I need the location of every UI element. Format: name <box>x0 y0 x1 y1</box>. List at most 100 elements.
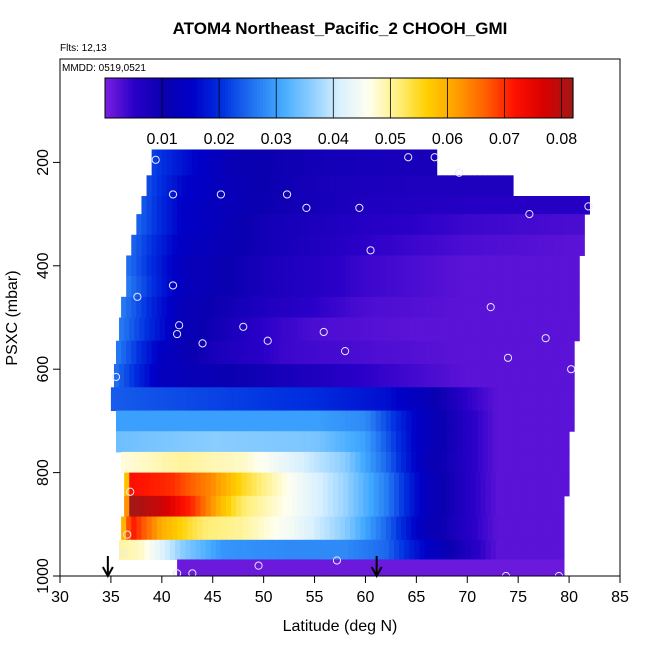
heatmap-cell <box>187 214 193 236</box>
heatmap-cell <box>278 387 285 412</box>
heatmap-cell <box>263 516 270 541</box>
heatmap-cell <box>548 255 555 277</box>
heatmap-cell <box>166 451 173 474</box>
heatmap-cell <box>373 539 380 560</box>
heatmap-cell <box>508 196 514 215</box>
heatmap-cell <box>531 317 538 342</box>
heatmap-cell <box>276 539 283 560</box>
heatmap-cell <box>441 234 448 256</box>
heatmap-cell <box>375 214 382 236</box>
heatmap-cell <box>268 340 275 365</box>
heatmap-cell <box>385 175 392 197</box>
colorbar-swatch <box>356 78 361 118</box>
heatmap-cell <box>228 196 234 215</box>
heatmap-cell <box>271 364 278 388</box>
heatmap-cell <box>393 364 400 388</box>
heatmap-cell <box>380 255 387 277</box>
heatmap-cell <box>243 175 249 197</box>
colorbar-swatch <box>116 78 121 118</box>
heatmap-cell <box>297 495 303 518</box>
heatmap-cell <box>411 516 417 541</box>
heatmap-cell <box>355 276 361 298</box>
heatmap-cell <box>345 431 351 453</box>
heatmap-cell <box>460 472 466 497</box>
heatmap-cell <box>324 340 331 365</box>
heatmap-cell <box>309 387 316 412</box>
heatmap-cell <box>399 472 405 497</box>
heatmap-cell <box>553 387 560 412</box>
heatmap-cell <box>273 196 280 215</box>
heatmap-cell <box>441 196 448 215</box>
heatmap-cell <box>289 255 295 277</box>
heatmap-cell <box>543 451 550 474</box>
heatmap-cell <box>393 472 400 497</box>
heatmap-cell <box>497 431 504 453</box>
heatmap-cell <box>121 340 127 365</box>
heatmap-cell <box>556 495 563 518</box>
colorbar-swatch <box>204 78 208 118</box>
sample-marker <box>168 190 178 199</box>
heatmap-cell <box>329 516 336 541</box>
heatmap-cell <box>319 149 326 176</box>
heatmap-cell <box>248 276 254 298</box>
heatmap-cell <box>533 255 540 277</box>
heatmap-cell <box>477 387 484 412</box>
heatmap-cell <box>141 296 148 318</box>
heatmap-cell <box>497 255 504 277</box>
heatmap-cell <box>411 196 417 215</box>
heatmap-cell <box>304 255 310 277</box>
heatmap-cell <box>543 234 550 256</box>
heatmap-cell <box>358 495 364 518</box>
heatmap-cell <box>416 296 422 318</box>
heatmap-cell <box>195 364 202 388</box>
heatmap-cell <box>258 196 265 215</box>
heatmap-cell <box>314 410 321 432</box>
heatmap-cell <box>278 234 285 256</box>
heatmap-cell <box>312 317 319 342</box>
sample-marker <box>501 571 511 576</box>
heatmap-cell <box>390 255 397 277</box>
heatmap-cell <box>355 340 361 365</box>
heatmap-cell <box>465 317 471 342</box>
heatmap-cell <box>396 516 402 541</box>
heatmap-cell <box>205 472 212 497</box>
heatmap-cell <box>477 276 484 298</box>
heatmap-cell <box>169 495 176 518</box>
heatmap-cell <box>322 495 329 518</box>
heatmap-cell <box>319 340 326 365</box>
heatmap-cell <box>222 196 229 215</box>
heatmap-cell <box>334 516 341 541</box>
heatmap-cell <box>187 431 193 453</box>
heatmap-cell <box>472 410 478 432</box>
heatmap-cell <box>497 387 504 412</box>
heatmap-cell <box>441 431 448 453</box>
heatmap-cell <box>538 196 545 215</box>
heatmap-cell <box>329 410 336 432</box>
colorbar-swatch <box>473 78 478 118</box>
heatmap-cell <box>334 387 341 412</box>
heatmap-cell <box>495 539 502 560</box>
heatmap-cell <box>319 214 326 236</box>
heatmap-cell <box>528 387 534 412</box>
heatmap-cell <box>258 451 265 474</box>
heatmap-cell <box>202 255 209 277</box>
heatmap-cell <box>268 387 275 412</box>
heatmap-cell <box>248 516 254 541</box>
heatmap-cell <box>340 387 346 412</box>
heatmap-cell <box>508 410 514 432</box>
heatmap-cell <box>202 410 209 432</box>
heatmap-cell <box>297 364 303 388</box>
heatmap-cell <box>207 431 214 453</box>
x-tick-label: 35 <box>102 589 120 606</box>
heatmap-cell <box>380 175 387 197</box>
heatmap-cell <box>401 234 407 256</box>
heatmap-cell <box>340 340 346 365</box>
heatmap-cell <box>558 451 565 474</box>
heatmap-cell <box>177 296 183 318</box>
heatmap-cell <box>355 196 361 215</box>
heatmap-cell <box>261 317 268 342</box>
heatmap-cell <box>513 559 519 576</box>
heatmap-cell <box>324 387 331 412</box>
heatmap-cell <box>202 516 209 541</box>
heatmap-cell <box>343 472 349 497</box>
